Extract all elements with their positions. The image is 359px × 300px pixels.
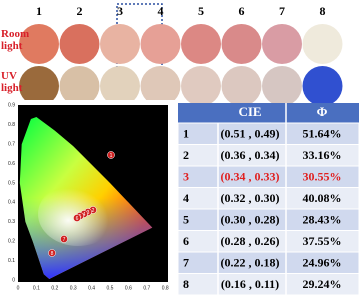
- x-tick-label: 0.6: [125, 285, 132, 291]
- y-tick-label: 0.1: [8, 258, 15, 264]
- cell: 2: [183, 148, 189, 162]
- cell: 5: [183, 213, 189, 227]
- column-label: 4: [158, 4, 164, 18]
- cell: (0.51 , 0.49): [221, 127, 280, 141]
- y-tick-label: 0.5: [8, 180, 15, 186]
- column-label: 7: [279, 4, 285, 18]
- photo: [100, 66, 140, 106]
- x-tick-label: 0.8: [162, 285, 169, 291]
- photo: [100, 24, 140, 64]
- photo: [181, 66, 221, 106]
- point-label: 8: [51, 251, 54, 257]
- x-tick-label: 0.2: [51, 285, 58, 291]
- cell: (0.28 , 0.26): [221, 234, 280, 248]
- point-label: 4: [83, 212, 86, 218]
- point: [60, 235, 68, 243]
- row-label: UV light: [1, 70, 23, 94]
- x-tick-label: 0.5: [107, 285, 114, 291]
- row-label: Room light: [1, 28, 29, 52]
- point-label: 1: [110, 153, 113, 159]
- photo: [221, 24, 262, 64]
- cell: (0.16 , 0.11): [221, 277, 279, 291]
- photo: [19, 66, 59, 106]
- cell: 33.16%: [303, 148, 342, 162]
- cell: 3: [183, 170, 189, 184]
- y-tick-label: 0: [12, 277, 15, 283]
- x-tick-label: 0.1: [33, 285, 40, 291]
- table: CIE Φ1 (0.51 , 0.49) 51.64%2 (0.36 , 0.34) 33…: [177, 103, 359, 296]
- photo: [59, 66, 100, 106]
- y-tick-label: 0.9: [8, 103, 15, 109]
- row-label-line: light: [1, 82, 23, 94]
- column-label: 6: [239, 4, 245, 18]
- cell: (0.32 , 0.30): [221, 191, 280, 205]
- photo: [140, 24, 181, 64]
- cell: 8: [183, 277, 189, 291]
- cell: 1: [183, 127, 189, 141]
- cell: (0.30 , 0.28): [221, 213, 280, 227]
- photo: [262, 24, 302, 64]
- point-label: 3: [87, 210, 90, 216]
- row-label-line: Room: [1, 28, 29, 40]
- y-tick-label: 0.8: [8, 122, 15, 128]
- photo: [302, 24, 343, 64]
- photo: [19, 24, 59, 64]
- row-label-line: UV: [1, 70, 17, 82]
- cell: 6: [183, 234, 189, 248]
- y-tick-label: 0.7: [8, 142, 15, 148]
- x-tick-label: 0.4: [88, 285, 95, 291]
- y-tick-label: 0.3: [8, 219, 15, 225]
- diagram-marks: 0 0.1 0.2 0.3 0.4 0.5 0.6 0.7 0.8 0 0.1 0.2 0.3 0.4 0.…: [8, 103, 169, 292]
- column-label: 8: [320, 4, 326, 18]
- point-label: 2: [92, 208, 95, 214]
- cie-diagram: 0 0.1 0.2 0.3 0.4 0.5 0.6 0.7 0.8 0 0.1 0.2 0.3 0.4 0.…: [0, 100, 176, 295]
- y-tick-label: 0.6: [8, 161, 15, 167]
- cell: 7: [183, 256, 189, 270]
- y-tick-label: 0.2: [8, 239, 15, 245]
- column-label: 1: [36, 4, 42, 18]
- point-label: 7: [63, 237, 66, 243]
- cell: (0.36 , 0.34): [221, 148, 280, 162]
- header-cell: CIE: [238, 104, 261, 119]
- photo: [140, 66, 181, 106]
- photo: [181, 24, 221, 64]
- table-header: [178, 103, 359, 123]
- photo: [59, 24, 100, 64]
- cell: 51.64%: [303, 127, 342, 141]
- cell: 37.55%: [303, 234, 342, 248]
- cell: 4: [183, 191, 189, 205]
- photo: [221, 66, 262, 106]
- column-label: 5: [198, 4, 204, 18]
- cell: 29.24%: [303, 277, 342, 291]
- point: [48, 249, 56, 257]
- header-cell: Φ: [317, 104, 328, 119]
- y-tick-label: 0.4: [8, 200, 15, 206]
- cell: 28.43%: [303, 213, 342, 227]
- row-label-line: light: [1, 40, 23, 52]
- cell: 24.96%: [303, 256, 342, 270]
- cell: 30.55%: [303, 170, 342, 184]
- point: [107, 151, 115, 159]
- column-label: 3: [117, 4, 123, 18]
- x-tick-label: 0.3: [70, 285, 77, 291]
- point-label: 6: [76, 216, 79, 222]
- column-label: 2: [77, 4, 83, 18]
- cell: 40.08%: [303, 191, 342, 205]
- cell: (0.22 , 0.18): [221, 256, 280, 270]
- photo: [302, 66, 343, 106]
- photo: [262, 66, 302, 106]
- cell: (0.34 , 0.33): [221, 170, 280, 184]
- x-tick-label: 0.7: [143, 285, 150, 291]
- point: [73, 214, 81, 222]
- x-tick-label: 0: [17, 285, 20, 291]
